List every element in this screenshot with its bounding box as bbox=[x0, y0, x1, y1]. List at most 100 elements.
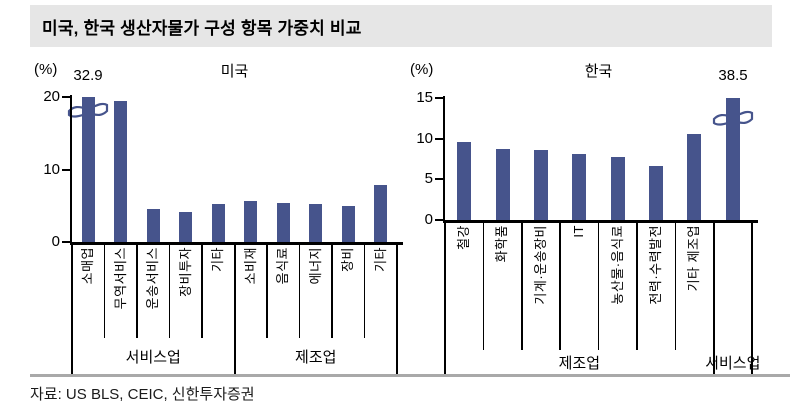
chart1-bar-4 bbox=[610, 157, 625, 220]
chart1-separator-line bbox=[559, 222, 561, 350]
chart1-category-cell-7 bbox=[714, 225, 752, 350]
chart0-category-label-8: 장비 bbox=[340, 247, 356, 272]
chart0-category-label-2: 운송서비스 bbox=[145, 247, 161, 310]
chart0-ytick-label: 0 bbox=[51, 233, 60, 250]
chart0-ytick-mark bbox=[62, 96, 72, 98]
chart0-category-label-6: 음식료 bbox=[275, 247, 291, 285]
chart0-separator-line bbox=[136, 244, 138, 338]
chart1-separator-line bbox=[521, 222, 523, 350]
chart1-bar-7 bbox=[725, 98, 740, 220]
chart1-bar-2 bbox=[533, 150, 548, 220]
left-chart-unit-label: (%) bbox=[34, 61, 58, 78]
chart1-ytick-mark bbox=[435, 219, 445, 221]
chart0-bar-7 bbox=[309, 204, 323, 242]
chart1-separator-line bbox=[482, 222, 485, 350]
chart0-category-label-5: 소비재 bbox=[242, 247, 258, 285]
chart0-separator-line bbox=[168, 244, 171, 338]
chart1-category-label-5: 전력·수력발전 bbox=[647, 225, 663, 305]
chart0-separator-line bbox=[266, 244, 268, 338]
chart1-ytick-label: 0 bbox=[424, 211, 433, 228]
chart0-category-cell-8: 장비 bbox=[332, 247, 365, 338]
chart1-ytick-mark bbox=[435, 178, 445, 181]
chart0-group-label-0: 서비스업 bbox=[125, 348, 181, 366]
left-chart-title: 미국 bbox=[220, 63, 249, 80]
chart0-separator-line bbox=[103, 244, 106, 338]
chart0-category-cell-7: 에너지 bbox=[300, 247, 333, 338]
chart1-group-line bbox=[444, 222, 446, 374]
chart1-x-axis bbox=[443, 220, 758, 223]
chart0-category-cell-9: 기타 bbox=[365, 247, 398, 338]
chart1-category-label-6: 기타 제조업 bbox=[686, 225, 702, 292]
chart0-category-label-3: 장비투자 bbox=[177, 247, 193, 297]
chart0-separator-line bbox=[331, 244, 333, 338]
chart1-category-label-0: 철강 bbox=[456, 225, 472, 250]
chart0-ytick-mark bbox=[62, 168, 72, 171]
chart0-category-cell-6: 음식료 bbox=[267, 247, 300, 338]
chart0-bar-6 bbox=[276, 203, 290, 242]
chart0-ytick-mark bbox=[62, 241, 72, 243]
chart0-category-cell-4: 기타 bbox=[202, 247, 235, 338]
chart1-separator-line bbox=[674, 222, 676, 350]
chart0-group-label-1: 제조업 bbox=[295, 348, 337, 366]
source-note: 자료: US BLS, CEIC, 신한투자증권 bbox=[30, 386, 255, 403]
chart0-category-label-1: 무역서비스 bbox=[112, 247, 128, 310]
chart1-category-cell-5: 전력·수력발전 bbox=[637, 225, 675, 350]
chart0-category-label-4: 기타 bbox=[210, 247, 226, 272]
chart1-ytick-mark bbox=[435, 97, 445, 99]
chart1-category-label-1: 화학품 bbox=[494, 225, 510, 263]
chart1-category-cell-2: 기계·운송장비 bbox=[522, 225, 560, 350]
chart0-bar-3 bbox=[179, 212, 193, 242]
chart0-category-cell-2: 운송서비스 bbox=[137, 247, 170, 338]
chart0-category-cell-0: 소매업 bbox=[72, 247, 105, 338]
chart0-bar-5 bbox=[244, 201, 258, 242]
chart0-separator-line bbox=[201, 244, 203, 338]
chart0-category-cell-3: 장비투자 bbox=[170, 247, 203, 338]
chart0-separator-line bbox=[298, 244, 301, 338]
left-chart-break-value: 32.9 bbox=[73, 67, 103, 84]
chart1-ytick-label: 5 bbox=[424, 170, 433, 188]
title-band: 미국, 한국 생산자물가 구성 항목 가중치 비교 bbox=[30, 5, 772, 47]
chart1-category-cell-0: 철강 bbox=[445, 225, 483, 350]
chart1-category-cell-6: 기타 제조업 bbox=[675, 225, 713, 350]
right-chart-title: 한국 bbox=[584, 63, 613, 80]
chart1-category-label-4: 농산물·음식료 bbox=[609, 225, 625, 305]
chart0-bar-4 bbox=[211, 204, 225, 242]
chart1-separator-line bbox=[636, 222, 638, 350]
chart0-category-label-7: 에너지 bbox=[307, 247, 323, 285]
chart1-separator-line bbox=[597, 222, 600, 350]
chart1-group-label-0: 제조업 bbox=[558, 354, 600, 372]
chart0-bar-0 bbox=[81, 97, 95, 242]
chart0-category-label-9: 기타 bbox=[372, 247, 388, 272]
chart1-group-line bbox=[751, 222, 753, 374]
chart0-bar-1 bbox=[114, 101, 128, 242]
chart0-ytick-label: 20 bbox=[43, 88, 60, 105]
chart1-bar-0 bbox=[457, 142, 472, 220]
chart0-bar-2 bbox=[146, 209, 160, 242]
chart1-bar-6 bbox=[687, 134, 702, 220]
chart0-x-axis bbox=[70, 242, 403, 245]
chart1-group-line bbox=[712, 222, 715, 374]
chart0-group-line bbox=[71, 244, 73, 374]
chart1-bar-5 bbox=[649, 166, 664, 220]
right-chart-unit-label: (%) bbox=[410, 61, 434, 78]
chart1-ytick-label: 10 bbox=[416, 129, 433, 147]
chart1-ytick-mark bbox=[435, 137, 445, 140]
chart0-category-label-0: 소매업 bbox=[80, 247, 96, 285]
chart0-group-line bbox=[233, 244, 236, 374]
page-title: 미국, 한국 생산자물가 구성 항목 가중치 비교 bbox=[42, 18, 362, 38]
chart1-category-label-2: 기계·운송장비 bbox=[532, 225, 548, 305]
chart1-bar-3 bbox=[572, 154, 587, 220]
chart0-category-cell-5: 소비재 bbox=[235, 247, 268, 338]
chart1-group-label-1: 서비스업 bbox=[705, 354, 761, 372]
chart1-bar-1 bbox=[495, 149, 510, 220]
chart0-ytick-label: 10 bbox=[43, 160, 60, 178]
chart0-bar-8 bbox=[341, 206, 355, 242]
chart1-ytick-label: 15 bbox=[416, 89, 433, 106]
bottom-divider bbox=[30, 374, 790, 377]
chart0-category-cell-1: 무역서비스 bbox=[105, 247, 138, 338]
right-chart-break-value: 38.5 bbox=[718, 67, 748, 84]
chart0-separator-line bbox=[363, 244, 366, 338]
chart1-category-cell-1: 화학품 bbox=[483, 225, 521, 350]
chart1-category-label-3: IT bbox=[571, 225, 587, 238]
